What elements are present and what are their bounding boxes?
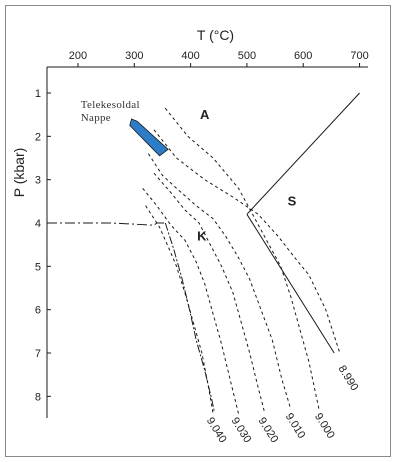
phase-boundary-line	[246, 214, 335, 354]
isopleth-label: 9.040	[204, 415, 229, 445]
x-tick-label: 200	[69, 50, 87, 62]
isopleth-label: 9.000	[312, 411, 337, 441]
isopleth-label: 8.990	[336, 363, 361, 393]
field-label: K	[197, 228, 207, 243]
x-tick-label: 400	[181, 50, 199, 62]
phase-boundaries	[47, 92, 360, 354]
y-tick-label: 1	[35, 88, 41, 100]
field-label: S	[288, 194, 297, 209]
isopleth-label: 9.020	[256, 415, 281, 445]
y-tick-label: 4	[35, 218, 41, 230]
isopleth-line	[164, 107, 320, 410]
y-tick-label: 7	[35, 348, 41, 360]
y-tick-label: 5	[35, 261, 41, 273]
isopleth-line	[142, 187, 239, 414]
x-tick-label: 500	[238, 50, 256, 62]
field-labels: A S K	[197, 107, 296, 243]
y-tick-label: 8	[35, 391, 41, 403]
y-axis-label: P (kbar)	[11, 148, 27, 198]
isopleth-line	[147, 153, 292, 410]
nappe-pt-box	[129, 118, 169, 157]
y-tick-label: 6	[35, 305, 41, 317]
isopleth-line	[153, 129, 341, 354]
x-tick-label: 600	[294, 50, 312, 62]
isopleth-line	[164, 222, 215, 412]
nappe-label: Nappe	[81, 112, 111, 124]
x-tick-label: 700	[350, 50, 368, 62]
nappe-label: Telekesoldal	[81, 99, 140, 111]
isopleth-label: 9.010	[283, 411, 308, 441]
y-tick-label: 2	[35, 131, 41, 143]
isopleth-label: 9.030	[229, 415, 254, 445]
y-tick-label: 3	[35, 175, 41, 187]
x-tick-label: 300	[125, 50, 143, 62]
x-axis-label: T (°C)	[197, 27, 234, 43]
chart-frame	[5, 5, 391, 457]
phase-boundary-line	[246, 92, 360, 215]
axes: 200 300 400 500 600 700 1 2 3 4 5 6 7 8	[35, 50, 369, 418]
isopleth-line	[153, 172, 266, 414]
field-label: A	[200, 107, 210, 122]
phase-boundary-line	[47, 222, 166, 226]
